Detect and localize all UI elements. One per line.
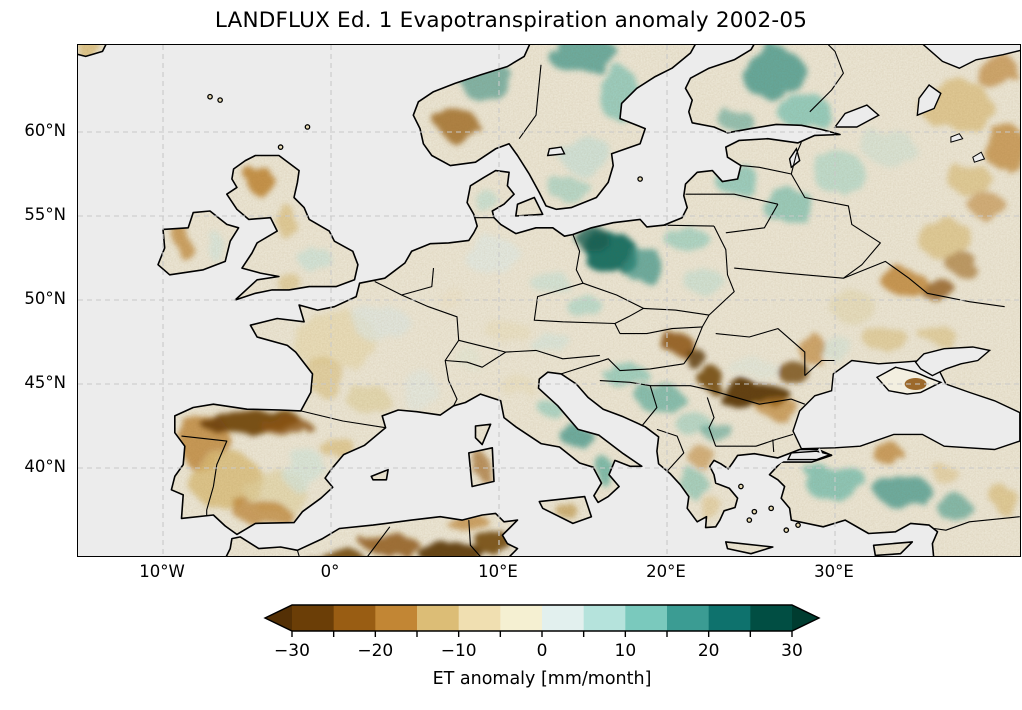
colorbar-tick-label: 0 [536, 641, 548, 661]
colorbar-axis-label: ET anomaly [mm/month] [432, 669, 652, 689]
colorbar-tick-label: 20 [697, 641, 720, 661]
y-tick-label: 55°N [24, 205, 66, 224]
y-tick-label: 40°N [24, 457, 66, 476]
y-tick-label: 60°N [24, 121, 66, 140]
x-tick-label: 0° [320, 562, 340, 581]
map-plot-area [71, 37, 1022, 568]
y-tick-label: 50°N [24, 289, 66, 308]
colorbar-tick-label: −20 [357, 641, 394, 661]
colorbar [255, 600, 835, 644]
colorbar-tick-label: 10 [614, 641, 637, 661]
figure-title: LANDFLUX Ed. 1 Evapotranspiration anomal… [214, 8, 808, 33]
x-tick-label: 10°W [139, 562, 185, 581]
colorbar-tick-label: 30 [781, 641, 803, 661]
x-tick-label: 10°E [478, 562, 518, 581]
europe-anomaly-map [71, 37, 1022, 568]
colorbar-tick-label: −10 [440, 641, 477, 661]
x-tick-label: 30°E [814, 562, 854, 581]
colorbar-tick-label: −30 [274, 641, 310, 661]
y-tick-label: 45°N [24, 373, 66, 392]
x-tick-label: 20°E [646, 562, 686, 581]
